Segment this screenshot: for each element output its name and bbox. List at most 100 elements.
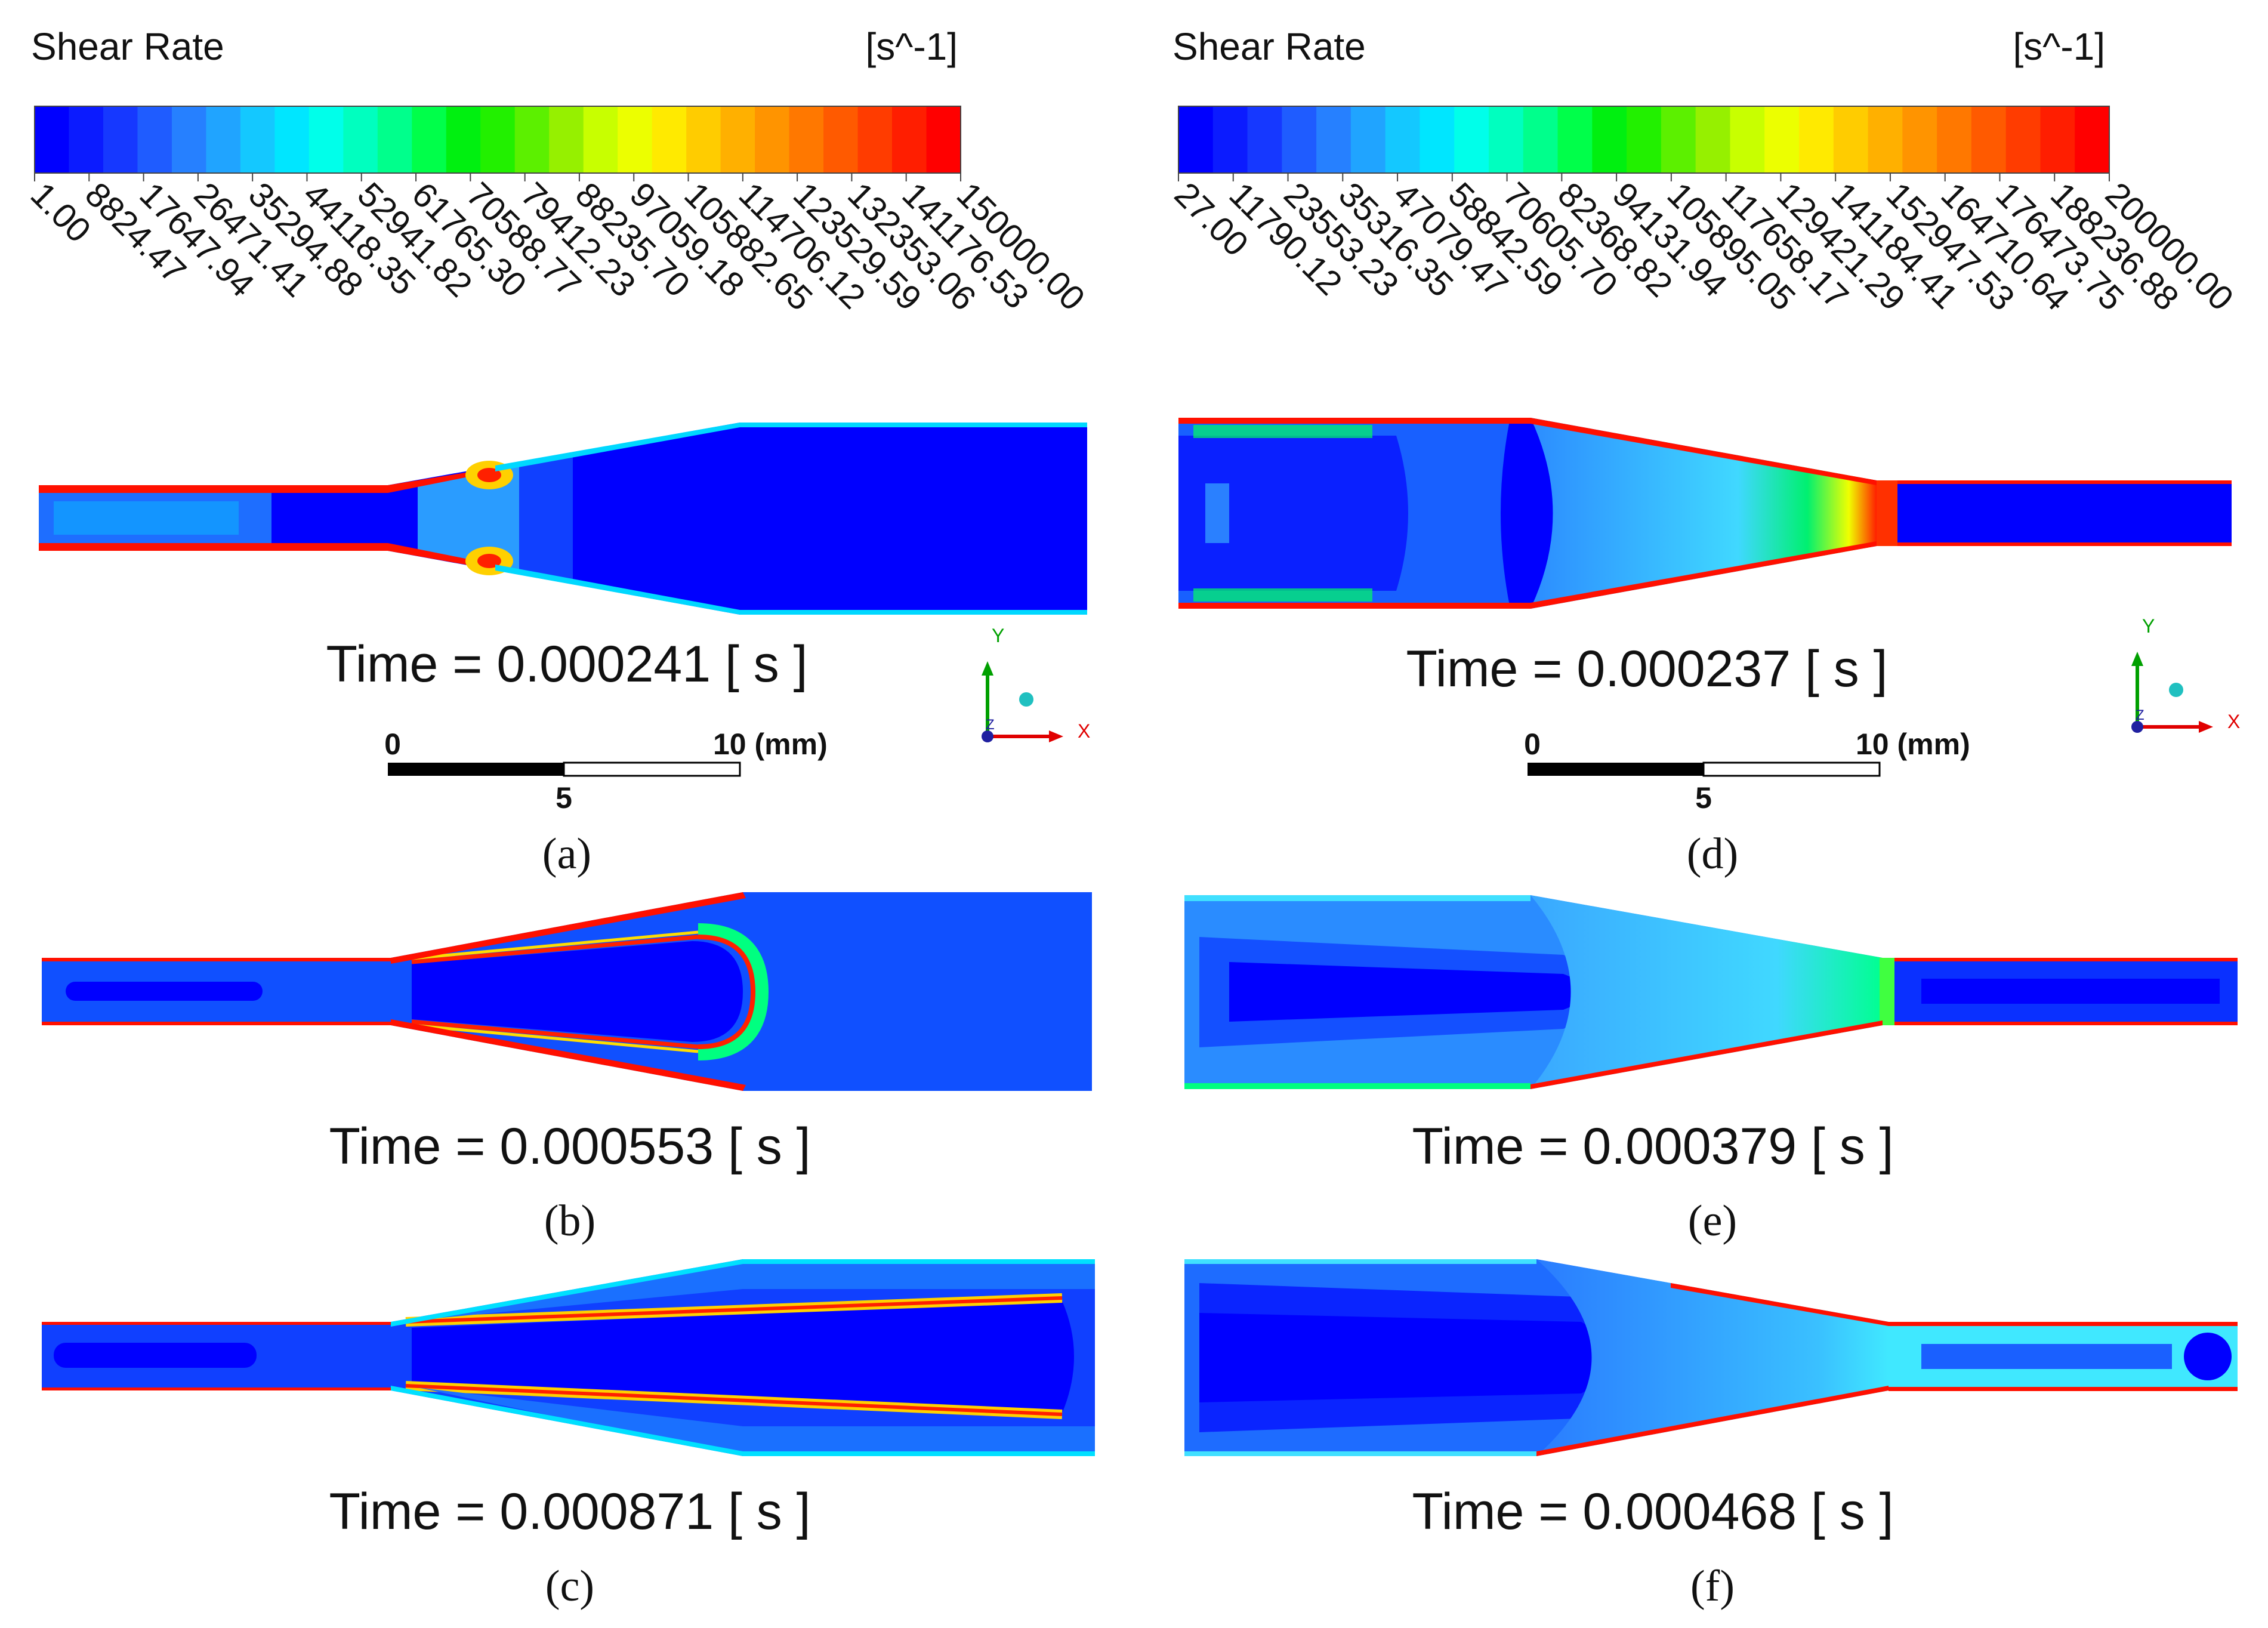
- panel-d: Time = 0.000237 [ s ] 0 5 10 (mm) Y X Z …: [1178, 418, 2240, 878]
- panel-c: Time = 0.000871 [ s ] (c): [42, 1259, 1095, 1611]
- channel-b: [42, 892, 1092, 1091]
- left-legend-color-step: [823, 106, 859, 173]
- left-legend: Shear Rate [s^-1] 1.008824.4717647.94264…: [23, 25, 1093, 318]
- left-colorbar: [34, 106, 961, 174]
- channel-d: [1178, 418, 2232, 609]
- axis-x-right: X: [2227, 711, 2240, 732]
- left-legend-color-step: [69, 106, 104, 173]
- right-legend-color-step: [1902, 106, 1937, 173]
- right-legend-color-step: [1937, 106, 1972, 173]
- panel-b: Time = 0.000553 [ s ] (b): [42, 892, 1092, 1245]
- scale-mid-left: 5: [556, 781, 572, 815]
- time-label-e: Time = 0.000379 [ s ]: [1412, 1118, 1893, 1175]
- panel-a: Time = 0.000241 [ s ] 0 5 10 (mm) Y X Z …: [39, 423, 1090, 878]
- panel-label-e: (e): [1688, 1197, 1737, 1245]
- right-legend-color-step: [1557, 106, 1593, 173]
- left-legend-color-step: [480, 106, 516, 173]
- right-legend-color-step: [1350, 106, 1386, 173]
- panel-label-c: (c): [545, 1562, 594, 1611]
- right-colorbar: [1178, 106, 2110, 174]
- right-legend-color-step: [1489, 106, 1524, 173]
- left-legend-unit: [s^-1]: [866, 25, 958, 68]
- right-legend-color-step: [1833, 106, 1869, 173]
- left-legend-color-step: [206, 106, 241, 173]
- scale-zero-left: 0: [384, 727, 401, 761]
- right-legend-color-step: [1316, 106, 1351, 173]
- left-legend-color-step: [926, 106, 961, 173]
- right-legend-color-step: [2075, 106, 2110, 173]
- left-legend-colorbar-border: [34, 106, 961, 174]
- panel-e: Time = 0.000379 [ s ] (e): [1184, 895, 2238, 1245]
- right-legend-color-step: [1282, 106, 1317, 173]
- left-legend-color-step: [686, 106, 721, 173]
- panel-label-a: (a): [542, 830, 591, 878]
- left-legend-color-step: [755, 106, 790, 173]
- axis-y-left: Y: [992, 625, 1004, 646]
- right-legend-color-step: [1971, 106, 2007, 173]
- left-legend-color-step: [857, 106, 893, 173]
- right-legend-color-step: [1212, 106, 1248, 173]
- scale-zero-right: 0: [1524, 727, 1541, 761]
- left-legend-color-step: [720, 106, 755, 173]
- right-legend-colorbar-border: [1178, 106, 2110, 174]
- left-legend-color-step: [35, 106, 70, 173]
- time-label-a: Time = 0.000241 [ s ]: [326, 636, 807, 693]
- right-legend: Shear Rate [s^-1] 27.0011790.1223553.233…: [1167, 25, 2241, 318]
- time-label-d: Time = 0.000237 [ s ]: [1406, 640, 1887, 698]
- panel-label-d: (d): [1687, 830, 1738, 878]
- right-legend-color-step: [1420, 106, 1455, 173]
- channel-c: [42, 1259, 1095, 1456]
- panel-label-b: (b): [544, 1197, 595, 1245]
- right-legend-color-step: [1385, 106, 1421, 173]
- left-legend-color-step: [343, 106, 378, 173]
- left-legend-color-step: [137, 106, 172, 173]
- right-legend-color-step: [1523, 106, 1559, 173]
- left-legend-color-step: [171, 106, 207, 173]
- right-legend-color-step: [2040, 106, 2076, 173]
- right-legend-color-step: [1764, 106, 1800, 173]
- right-legend-color-step: [1592, 106, 1627, 173]
- left-legend-color-step: [240, 106, 276, 173]
- right-legend-color-step: [1868, 106, 1903, 173]
- right-legend-color-step: [1695, 106, 1731, 173]
- left-legend-color-step: [892, 106, 927, 173]
- channel-f: [1184, 1259, 2238, 1456]
- left-legend-color-step: [652, 106, 687, 173]
- right-legend-color-step: [2005, 106, 2041, 173]
- panel-f: Time = 0.000468 [ s ] (f): [1184, 1259, 2238, 1611]
- right-legend-title: Shear Rate: [1172, 25, 1366, 68]
- channel-e: [1184, 895, 2238, 1089]
- time-label-c: Time = 0.000871 [ s ]: [329, 1483, 810, 1540]
- right-legend-color-step: [1178, 106, 1214, 173]
- left-legend-title: Shear Rate: [31, 25, 224, 68]
- right-legend-color-step: [1730, 106, 1766, 173]
- left-legend-color-step: [549, 106, 584, 173]
- left-legend-color-step: [412, 106, 447, 173]
- left-legend-color-step: [377, 106, 413, 173]
- scale-end-left: 10 (mm): [713, 727, 828, 761]
- left-legend-color-step: [583, 106, 618, 173]
- scale-bar-right: 0 5 10 (mm): [1524, 727, 1970, 815]
- channel-a: [39, 423, 1087, 615]
- left-legend-color-step: [274, 106, 310, 173]
- right-legend-color-step: [1247, 106, 1283, 173]
- axis-y-right: Y: [2142, 615, 2155, 637]
- right-legend-color-step: [1627, 106, 1662, 173]
- right-tick-labels: 27.0011790.1223553.2335316.3547079.47588…: [1167, 173, 2241, 318]
- left-legend-color-step: [103, 106, 138, 173]
- right-legend-color-step: [1454, 106, 1489, 173]
- right-legend-unit: [s^-1]: [2013, 25, 2106, 68]
- panel-label-f: (f): [1690, 1562, 1735, 1611]
- time-label-f: Time = 0.000468 [ s ]: [1412, 1483, 1893, 1540]
- scale-bar-left: 0 5 10 (mm): [384, 727, 828, 815]
- left-legend-tick-label: 1.00: [23, 175, 98, 250]
- axis-triad-right: Y X Z: [2131, 615, 2240, 733]
- left-legend-color-step: [789, 106, 824, 173]
- axis-x-left: X: [1078, 720, 1090, 742]
- left-legend-color-step: [308, 106, 344, 173]
- left-tick-labels: 1.008824.4717647.9426471.4135294.8844118…: [23, 173, 1093, 318]
- left-legend-color-step: [618, 106, 653, 173]
- time-label-b: Time = 0.000553 [ s ]: [329, 1118, 810, 1175]
- right-legend-color-step: [1799, 106, 1834, 173]
